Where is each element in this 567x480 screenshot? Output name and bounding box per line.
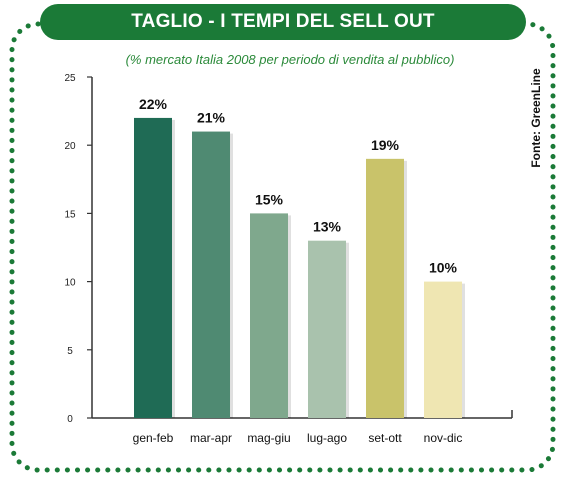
x-category-label: set-ott: [368, 431, 402, 445]
x-category-label: mag-giu: [247, 431, 290, 445]
y-tick-label: 10: [64, 278, 76, 289]
bar: [250, 213, 288, 418]
y-tick-label: 15: [64, 209, 76, 220]
bar: [192, 131, 230, 418]
x-category-label: nov-dic: [424, 431, 463, 445]
bar-value-label: 13%: [313, 219, 342, 235]
bar: [134, 117, 172, 419]
bar-value-label: 22%: [139, 96, 168, 112]
x-category-label: gen-feb: [133, 431, 174, 445]
chart-title: TAGLIO - I TEMPI DEL SELL OUT: [40, 4, 526, 40]
x-category-label: mar-apr: [190, 431, 232, 445]
bar-value-label: 15%: [255, 191, 284, 207]
y-tick-label: 5: [67, 346, 73, 357]
bar: [308, 240, 346, 418]
x-category-label: lug-ago: [307, 431, 347, 445]
bar-value-label: 10%: [429, 260, 458, 276]
bar-value-label: 21%: [197, 110, 226, 126]
y-tick-label: 0: [67, 414, 73, 425]
bar-value-label: 19%: [371, 137, 400, 153]
bar: [366, 158, 404, 418]
chart-subtitle: (% mercato Italia 2008 per periodo di ve…: [125, 52, 455, 67]
y-tick-label: 20: [64, 141, 76, 152]
y-tick-label: 25: [64, 73, 76, 84]
bar: [424, 281, 462, 418]
